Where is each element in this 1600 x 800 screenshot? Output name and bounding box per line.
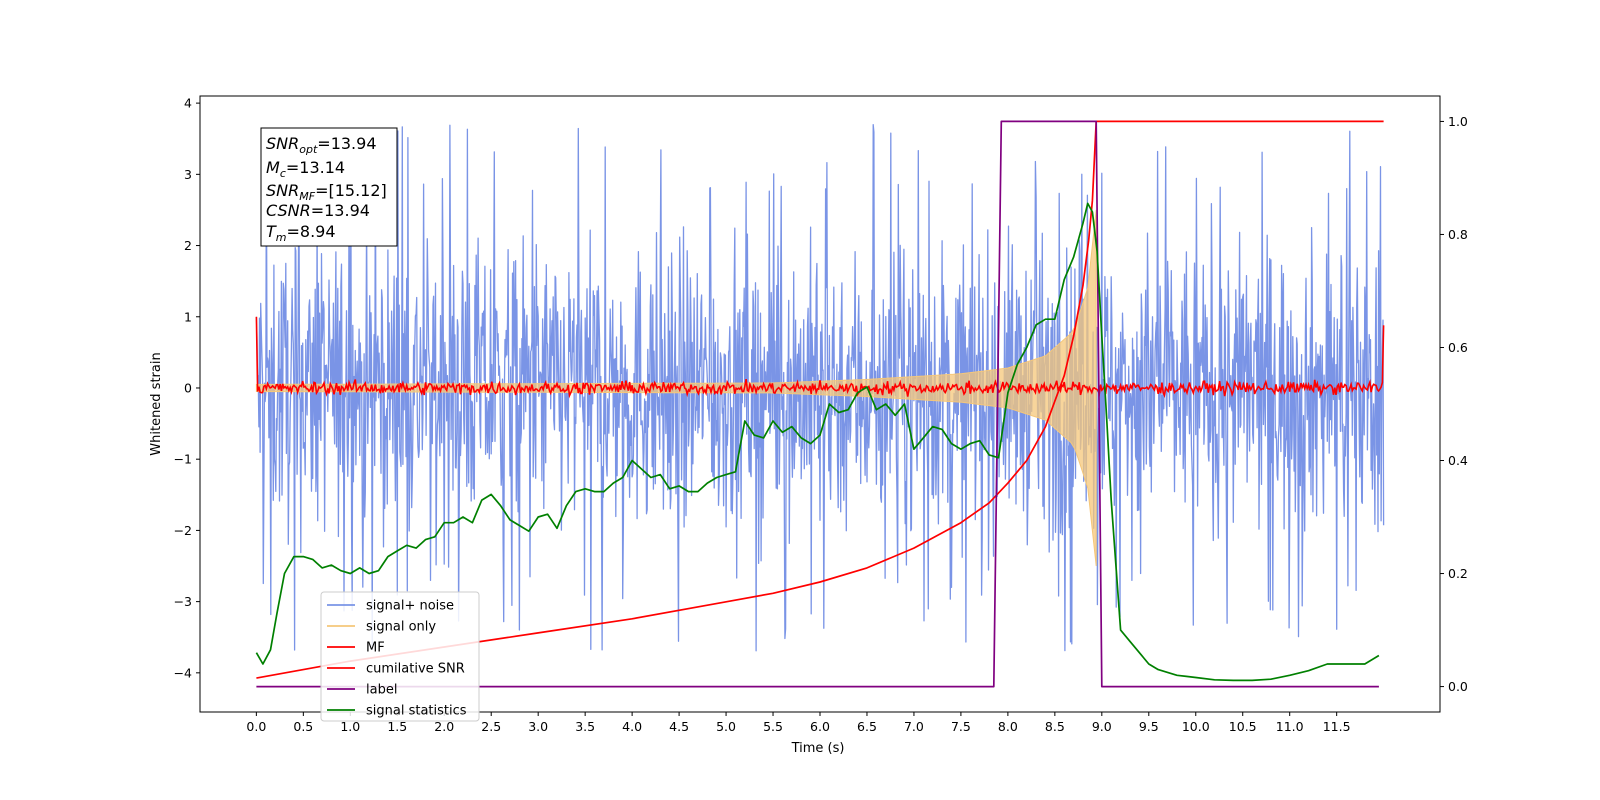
plot-area — [255, 120, 1385, 688]
series-cumulative-snr — [256, 120, 1384, 679]
y-axis-right: 1.0 0.8 0.6 0.4 0.2 0.0 — [1440, 114, 1468, 694]
x-tick-label: 3.0 — [528, 719, 548, 734]
x-tick-label: 1.0 — [340, 719, 360, 734]
x-tick-label: 4.5 — [669, 719, 689, 734]
x-axis-label: Time (s) — [791, 741, 845, 756]
y-tick-label-right: 1.0 — [1448, 114, 1468, 129]
legend-label: label — [366, 683, 397, 698]
info-snr-opt: SNRopt=13.94 — [266, 134, 377, 156]
y-tick-label-left: 1 — [184, 309, 192, 324]
y-tick-label-left: −4 — [174, 665, 192, 680]
y-tick-label-left: 3 — [184, 167, 192, 182]
x-tick-label: 10.0 — [1182, 719, 1210, 734]
legend: signal+ noise signal only MF cumilative SNR… — [320, 591, 480, 722]
legend-frame — [320, 591, 480, 722]
x-tick-label: 0.0 — [246, 719, 266, 734]
y-tick-label-right: 0.4 — [1448, 453, 1468, 468]
x-axis: 0.0 0.5 1.0 1.5 2.0 2.5 3.0 3.5 4.0 4.5 5.0 5.5 6.0 6… — [246, 712, 1351, 734]
info-mc: Mc=13.14 — [266, 158, 345, 180]
legend-label: signal only — [366, 620, 436, 635]
x-tick-label: 9.0 — [1092, 719, 1112, 734]
x-tick-label: 8.5 — [1045, 719, 1065, 734]
y-axis-left: 4 3 2 1 0 −1 −2 −3 −4 — [174, 96, 200, 680]
info-box-frame — [260, 127, 398, 247]
x-tick-label: 2.5 — [481, 719, 501, 734]
info-tm: Tm=8.94 — [266, 222, 336, 244]
y-tick-label-left: −3 — [174, 594, 192, 609]
legend-label: MF — [366, 641, 385, 656]
x-tick-label: 8.0 — [998, 719, 1018, 734]
series-mf — [255, 316, 1385, 399]
y-tick-label-right: 0.8 — [1448, 227, 1468, 242]
x-tick-label: 3.5 — [575, 719, 595, 734]
x-tick-label: 9.5 — [1139, 719, 1159, 734]
x-tick-label: 10.5 — [1229, 719, 1257, 734]
x-tick-label: 7.0 — [904, 719, 924, 734]
y-tick-label-left: −1 — [174, 452, 192, 467]
x-tick-label: 6.5 — [857, 719, 877, 734]
x-tick-label: 11.5 — [1323, 719, 1351, 734]
x-tick-label: 6.0 — [810, 719, 830, 734]
series-signal-noise — [255, 124, 1385, 652]
x-tick-label: 11.0 — [1276, 719, 1304, 734]
x-tick-label: 5.5 — [763, 719, 783, 734]
x-tick-label: 1.5 — [387, 719, 407, 734]
x-tick-label: 5.0 — [716, 719, 736, 734]
y-tick-label-right: 0.0 — [1448, 679, 1468, 694]
legend-label: cumilative SNR — [366, 662, 465, 677]
x-tick-label: 4.0 — [622, 719, 642, 734]
y-tick-label-right: 0.6 — [1448, 340, 1468, 355]
series-signal-statistics — [255, 202, 1380, 682]
y-tick-label-left: −2 — [174, 523, 192, 538]
y-tick-label-left: 2 — [184, 238, 192, 253]
x-tick-label: 7.5 — [951, 719, 971, 734]
y-tick-label-left: 0 — [184, 380, 192, 395]
info-snr-mf: SNRMF=[15.12] — [266, 181, 387, 203]
x-tick-label: 2.0 — [434, 719, 454, 734]
info-csnr: CSNR=13.94 — [266, 201, 370, 220]
y-tick-label-right: 0.2 — [1448, 566, 1468, 581]
y-axis-label: Whitened strain — [149, 352, 164, 455]
y-tick-label-left: 4 — [184, 96, 192, 111]
info-box: SNRopt=13.94 Mc=13.14 SNRMF=[15.12] CSNR… — [260, 127, 398, 247]
series-label — [256, 120, 1379, 688]
legend-label: signal statistics — [366, 704, 467, 719]
x-tick-label: 0.5 — [293, 719, 313, 734]
legend-label: signal+ noise — [366, 599, 454, 614]
